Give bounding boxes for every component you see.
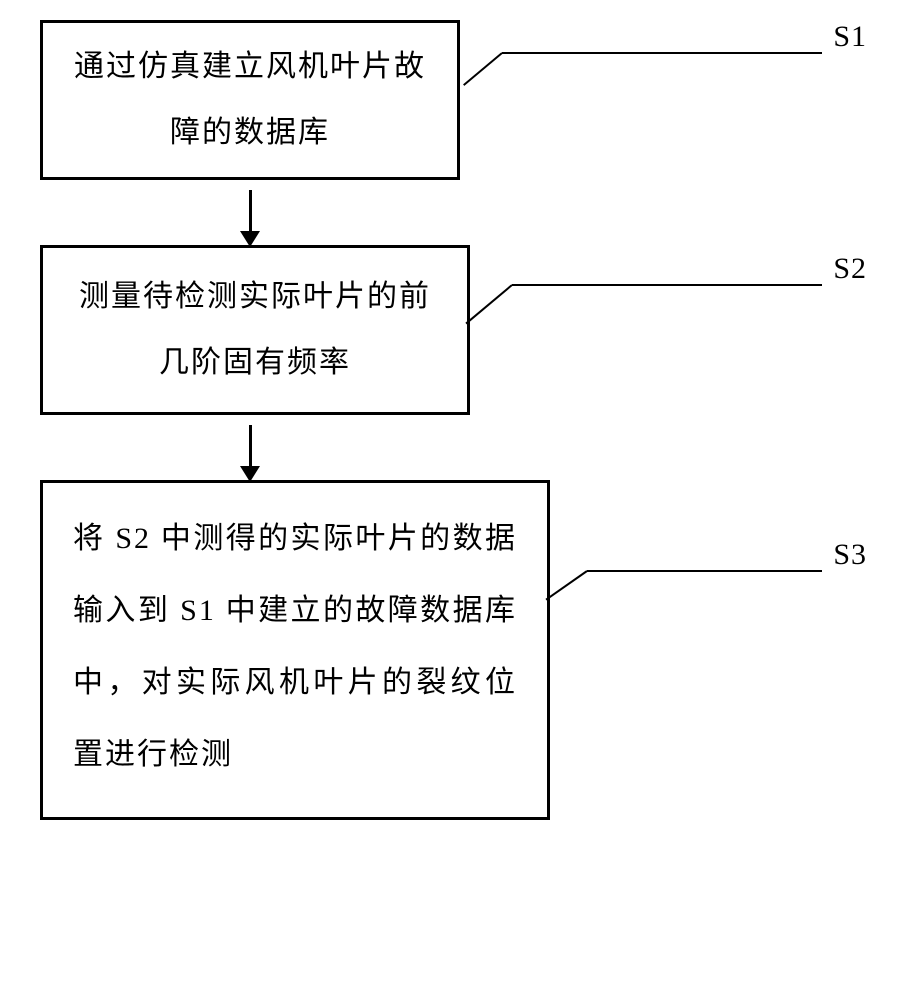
arrow-1-container [40, 180, 460, 245]
label-connector-line-1 [502, 52, 822, 54]
step-label-3: S3 [833, 538, 867, 572]
arrow-down-icon [249, 425, 252, 470]
flowchart-step-3: 将 S2 中测得的实际叶片的数据输入到 S1 中建立的故障数据库中，对实际风机叶… [40, 480, 550, 820]
step-1-text: 通过仿真建立风机叶片故障的数据库 [73, 34, 427, 166]
flowchart-step-1: 通过仿真建立风机叶片故障的数据库 [40, 20, 460, 180]
flowchart-step-2: 测量待检测实际叶片的前几阶固有频率 [40, 245, 470, 415]
label-connector-line-3 [587, 570, 822, 572]
label-connector-line-2 [512, 284, 822, 286]
step-label-1: S1 [833, 20, 867, 54]
flowchart-container: 通过仿真建立风机叶片故障的数据库 测量待检测实际叶片的前几阶固有频率 将 S2 … [40, 20, 860, 820]
step-2-text: 测量待检测实际叶片的前几阶固有频率 [73, 264, 437, 396]
arrow-down-icon [249, 190, 252, 235]
step-3-text: 将 S2 中测得的实际叶片的数据输入到 S1 中建立的故障数据库中，对实际风机叶… [73, 503, 517, 791]
arrow-2-container [40, 415, 460, 480]
step-label-2: S2 [833, 252, 867, 286]
